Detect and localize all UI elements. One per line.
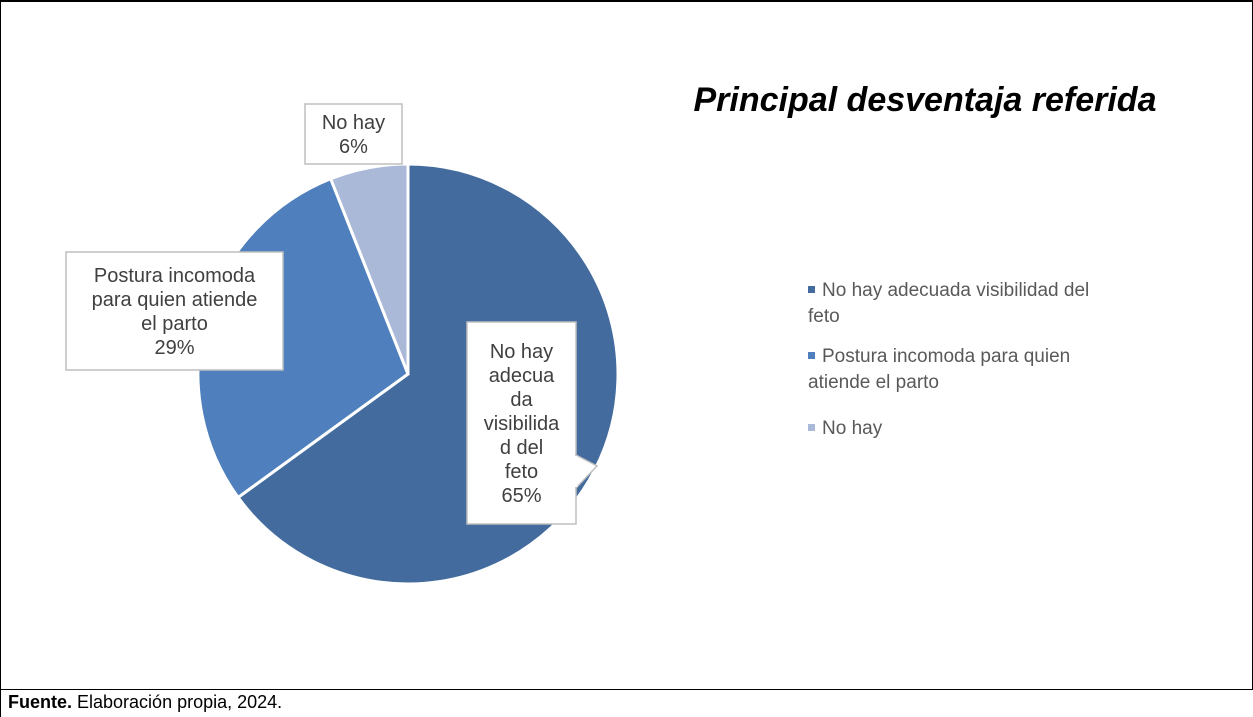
- frame-divider: [0, 689, 1253, 690]
- data-label-line: el parto: [141, 313, 208, 335]
- chart-title: Principal desventaja referida: [694, 81, 1157, 119]
- source-note: Fuente. Elaboración propia, 2024.: [8, 692, 282, 713]
- footer-border: [0, 690, 1, 717]
- data-label-line: Postura incomoda: [94, 265, 256, 287]
- data-label-line: adecua: [489, 365, 555, 387]
- source-text: Elaboración propia, 2024.: [72, 692, 283, 712]
- data-label-line: No hay: [490, 341, 553, 363]
- pie-chart: Principal desventaja referida No hayadec…: [65, 81, 1157, 586]
- legend-item-no-hay: No hay: [808, 418, 883, 439]
- legend-label: Postura incomoda para quien: [822, 346, 1070, 367]
- legend-label: feto: [808, 306, 840, 327]
- data-label-box: [466, 321, 577, 525]
- data-label-line: d del: [500, 437, 543, 459]
- legend-item-postura-incomoda-para-quien-atiende-el-parto: Postura incomoda para quien atiende el pa…: [808, 346, 1070, 393]
- data-label-line: feto: [505, 461, 538, 483]
- legend-label: No hay adecuada visibilidad del: [822, 280, 1089, 301]
- legend-item-no-hay-adecuada-visibilidad-del-feto: No hay adecuada visibilidad del feto: [808, 280, 1089, 327]
- data-label-line: visibilida: [484, 413, 560, 435]
- data-label-line: da: [510, 389, 533, 411]
- data-label-line: No hay: [322, 112, 385, 134]
- data-label-box: [65, 251, 284, 371]
- legend-swatch: [808, 352, 815, 359]
- data-label-line: 6%: [339, 136, 368, 158]
- legend-label: No hay: [822, 418, 883, 439]
- source-label: Fuente.: [8, 692, 73, 712]
- data-label-line: 29%: [154, 337, 194, 359]
- pie-slice-no-hay: [328, 162, 410, 375]
- legend-swatch: [808, 424, 815, 431]
- legend-label: atiende el parto: [808, 372, 939, 393]
- data-label-line: 65%: [501, 485, 541, 507]
- legend-swatch: [808, 286, 815, 293]
- chart-legend: No hay adecuada visibilidad del feto Postu…: [808, 280, 1089, 439]
- data-label-line: para quien atiende: [92, 289, 258, 311]
- data-label-box: [304, 103, 403, 165]
